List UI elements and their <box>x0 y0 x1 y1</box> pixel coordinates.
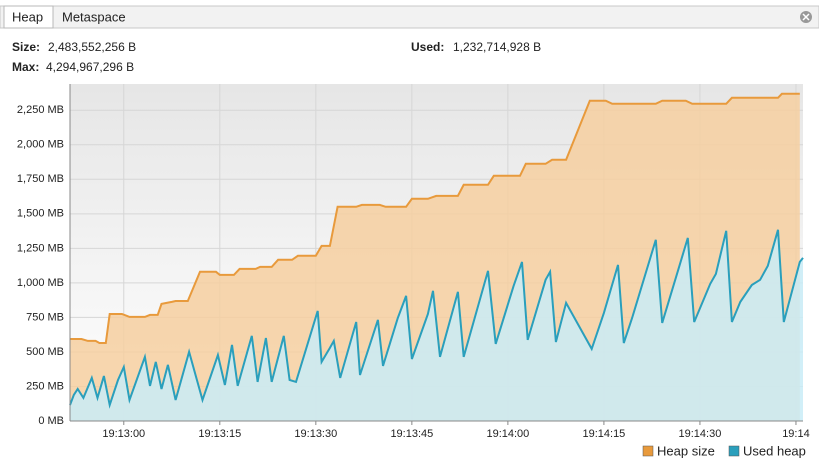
stat-value: 4,294,967,296 B <box>46 60 134 74</box>
series-line <box>69 229 804 409</box>
x-tick-label: 19:14:00 <box>486 428 529 440</box>
y-tick-label: 750 MB <box>26 311 64 323</box>
x-tick-label: 19:13:30 <box>294 428 337 440</box>
y-tick-label: 1,250 MB <box>17 242 64 254</box>
y-tick-label: 0 MB <box>38 415 64 427</box>
x-tick-label: 19:13:00 <box>102 428 145 440</box>
legend-swatch <box>728 445 740 457</box>
stat-label: Size: <box>12 40 40 54</box>
x-tick-label: 19:13:45 <box>390 428 433 440</box>
legend-label: Heap size <box>657 443 715 458</box>
stat-label: Max: <box>12 60 39 74</box>
y-tick-label: 1,000 MB <box>17 277 64 289</box>
stat-value: 1,232,714,928 B <box>453 40 541 54</box>
x-tick-label: 19:13:15 <box>198 428 241 440</box>
x-tick-label: 19:14:30 <box>679 428 722 440</box>
y-tick-label: 500 MB <box>26 346 64 358</box>
tab-bar <box>0 5 819 29</box>
y-tick-label: 2,250 MB <box>17 104 64 116</box>
y-tick-label: 1,500 MB <box>17 208 64 220</box>
y-tick-label: 2,000 MB <box>17 139 64 151</box>
legend-swatch <box>642 445 654 457</box>
stat-label: Used: <box>411 40 444 54</box>
series-line <box>70 92 800 344</box>
y-tick-label: 250 MB <box>26 380 64 392</box>
close-icon <box>802 13 810 21</box>
tab[interactable]: Heap <box>12 9 43 24</box>
legend-label: Used heap <box>743 443 806 458</box>
y-tick-label: 1,750 MB <box>17 173 64 185</box>
tab-active[interactable] <box>3 5 54 29</box>
x-tick-label: 19:14:15 <box>582 428 625 440</box>
x-tick-label: 19:14 <box>782 428 810 440</box>
tab[interactable]: Metaspace <box>62 9 126 24</box>
stat-value: 2,483,552,256 B <box>48 40 136 54</box>
